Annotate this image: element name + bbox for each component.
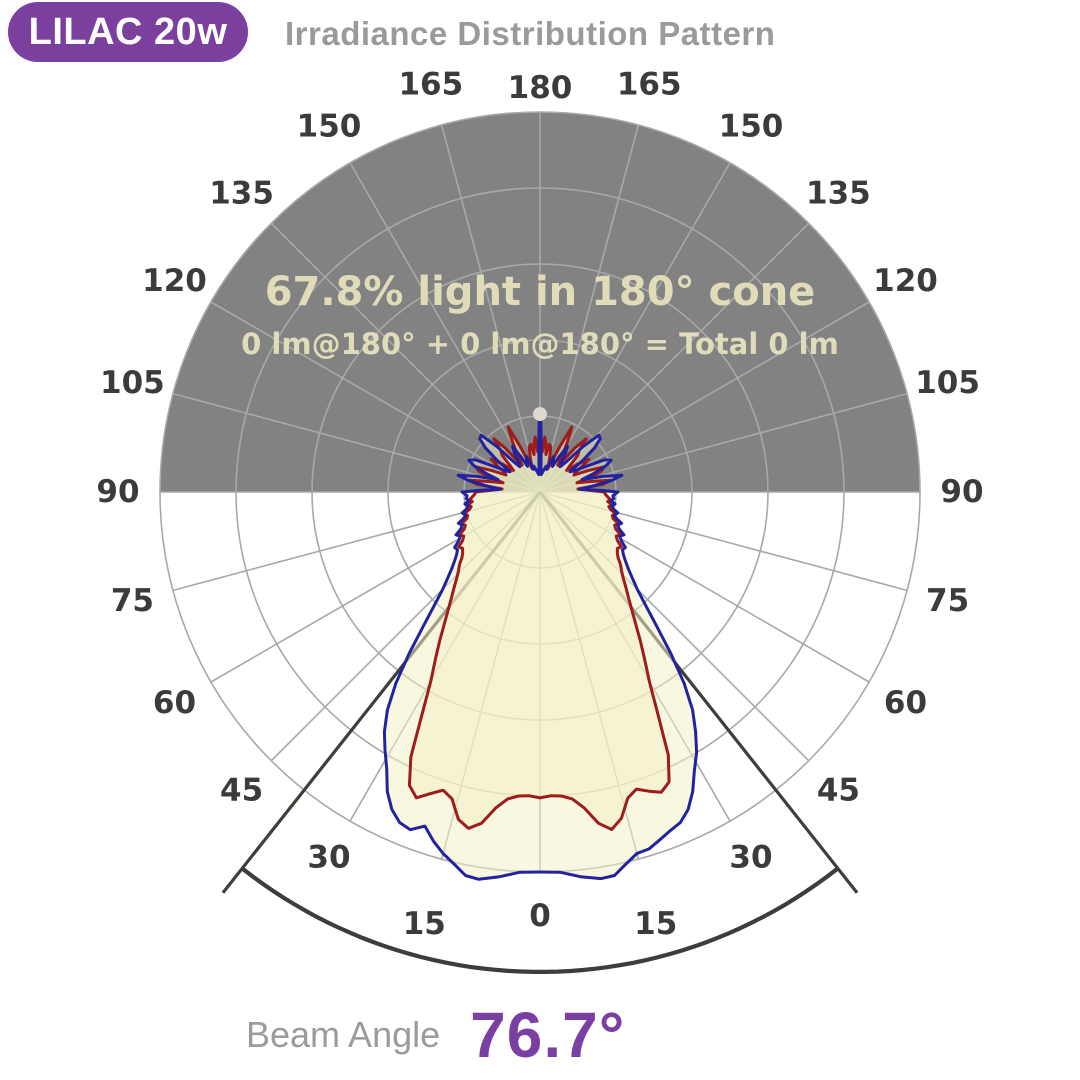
angle-tick-label: 105 bbox=[915, 365, 980, 401]
cone-percentage-text: 67.8% light in 180° cone bbox=[265, 269, 816, 315]
series-red-curve bbox=[407, 418, 671, 831]
angle-tick-label: 15 bbox=[403, 906, 446, 942]
angle-tick-label: 135 bbox=[806, 176, 871, 212]
grid-spoke bbox=[539, 162, 731, 493]
beam-angle-label: Beam Angle bbox=[246, 1014, 441, 1055]
angle-tick-label: 45 bbox=[817, 772, 860, 808]
angle-tick-label: 105 bbox=[100, 365, 165, 401]
angle-tick-label: 75 bbox=[111, 583, 154, 619]
cone-lumens-text: 0 lm@180° + 0 lm@180° = Total 0 lm bbox=[241, 327, 839, 361]
angle-tick-label: 75 bbox=[926, 583, 969, 619]
angle-tick-label: 45 bbox=[220, 772, 263, 808]
product-badge-label: LILAC 20w bbox=[28, 10, 228, 53]
beam-angle-footer: Beam Angle 76.7° bbox=[246, 995, 625, 1075]
angle-tick-label: 165 bbox=[398, 66, 463, 102]
beam-angle-value: 76.7° bbox=[470, 999, 626, 1071]
angle-tick-label: 0 bbox=[529, 898, 551, 934]
grid-spoke bbox=[539, 124, 640, 493]
angle-tick-label: 165 bbox=[617, 66, 682, 102]
angle-tick-label: 60 bbox=[884, 685, 927, 721]
grid-spoke bbox=[349, 162, 541, 493]
series-blue-curve bbox=[382, 412, 699, 881]
beam-angle-arc bbox=[240, 866, 840, 974]
angle-tick-label: 30 bbox=[729, 840, 772, 876]
angle-tick-label: 120 bbox=[142, 263, 207, 299]
product-badge: LILAC 20w bbox=[8, 2, 248, 62]
angle-tick-label: 150 bbox=[719, 109, 784, 145]
angle-tick-label: 90 bbox=[940, 474, 983, 510]
angle-tick-label: 60 bbox=[153, 685, 196, 721]
page-title: Irradiance Distribution Pattern bbox=[285, 15, 776, 52]
angle-tick-label: 30 bbox=[307, 840, 350, 876]
angle-tick-label: 180 bbox=[508, 70, 573, 106]
zenith-marker-dot bbox=[533, 407, 547, 422]
grid-spoke bbox=[210, 301, 541, 493]
angle-tick-label: 90 bbox=[96, 474, 139, 510]
angle-tick-label: 150 bbox=[297, 109, 362, 145]
grid-spoke bbox=[539, 301, 870, 493]
angle-tick-label: 135 bbox=[209, 176, 274, 212]
angle-tick-label: 120 bbox=[873, 263, 938, 299]
grid-spoke bbox=[440, 124, 541, 493]
chart-root: 0 15 15 30 30 45 45 60 60 75 75 90 90 105 105 120 120 135… bbox=[96, 66, 984, 974]
angle-tick-label: 15 bbox=[634, 906, 677, 942]
